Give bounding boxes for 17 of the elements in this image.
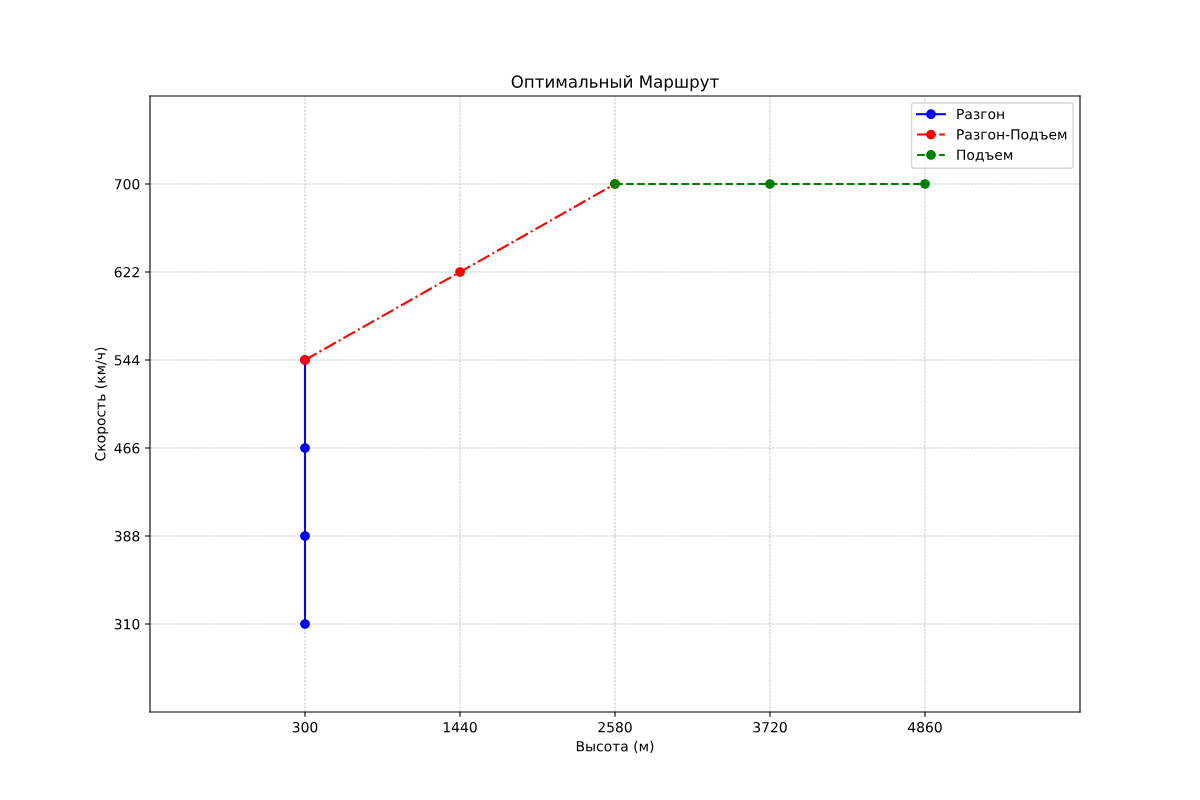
y-tick-label: 544 xyxy=(114,355,140,366)
x-axis-title: Высота (м) xyxy=(576,740,654,754)
y-tick-label: 622 xyxy=(114,266,139,278)
chart-title: Оптимальный Маршрут xyxy=(511,75,719,92)
x-tick-label: 2580 xyxy=(598,721,632,733)
y-tick-label: 310 xyxy=(114,618,140,630)
x-tick-label: 3720 xyxy=(753,721,787,733)
legend-label: Разгон-Подъем xyxy=(957,129,1067,142)
x-tick-label: 300 xyxy=(292,721,318,733)
y-tick-label: 700 xyxy=(114,178,140,190)
y-axis-title: Скорость (км/ч) xyxy=(94,347,109,461)
x-tick-label: 1440 xyxy=(443,721,477,733)
x-tick-label: 4860 xyxy=(908,721,942,733)
y-tick-label: 466 xyxy=(114,442,140,454)
legend-label: Подъем xyxy=(957,149,1013,162)
y-tick-label: 388 xyxy=(114,530,140,542)
legend-label: Разгон xyxy=(957,108,1004,120)
